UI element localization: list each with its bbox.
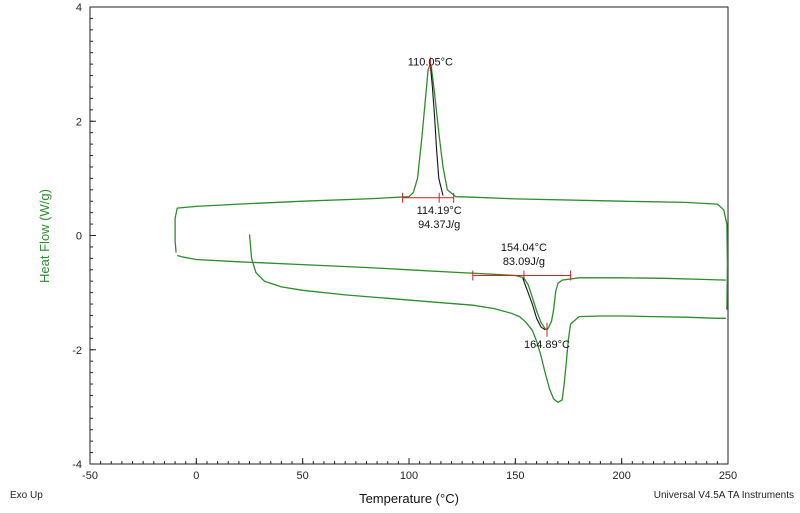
onset-fit-segment: [522, 278, 546, 331]
y-tick-label: 2: [76, 116, 82, 128]
x-tick-label: 150: [506, 470, 524, 482]
peak-annotation: 83.09J/g: [503, 256, 545, 268]
major-ticks: [89, 6, 729, 465]
x-tick-label: 50: [297, 470, 309, 482]
peak-markers: [429, 57, 548, 337]
plot-frame: [89, 6, 729, 465]
y-tick-label: -4: [72, 459, 82, 471]
onset-fit-segment: [429, 64, 444, 196]
exo-up-label: Exo Up: [10, 490, 43, 501]
peak-annotation: 114.19°C: [417, 205, 462, 217]
x-tick-label: 0: [193, 470, 199, 482]
peak-annotation: 110.05°C: [408, 56, 453, 68]
peak-annotations: 110.05°C 114.19°C 94.37J/g 154.04°C 83.09J/g…: [408, 56, 570, 351]
heat-flow-curve: [174, 63, 729, 310]
heat-flow-curves: [174, 63, 729, 403]
x-tick-label: 100: [400, 470, 418, 482]
y-axis-title: Heat Flow (W/g): [37, 189, 52, 283]
x-tick-labels: -50 0 50 100 150 200 250: [82, 470, 737, 482]
heat-flow-curve: [248, 234, 726, 403]
integration-baselines: [402, 192, 572, 281]
y-tick-label: -2: [72, 345, 82, 357]
x-tick-label: -50: [82, 470, 98, 482]
y-tick-labels: -4 -2 0 2 4: [72, 2, 82, 471]
x-tick-label: 200: [612, 470, 630, 482]
peak-annotation: 154.04°C: [501, 242, 547, 254]
x-axis-title: Temperature (°C): [359, 491, 459, 506]
y-tick-label: 0: [76, 231, 82, 243]
instrument-label: Universal V4.5A TA Instruments: [653, 490, 794, 501]
peak-annotation: 164.89°C: [524, 339, 570, 351]
peak-annotation: 94.37J/g: [418, 219, 460, 231]
y-tick-label: 4: [76, 2, 82, 14]
fit-segments: [429, 64, 546, 331]
minor-ticks: [89, 6, 729, 465]
heat-flow-curve: [177, 254, 726, 331]
x-tick-label: 250: [719, 470, 737, 482]
